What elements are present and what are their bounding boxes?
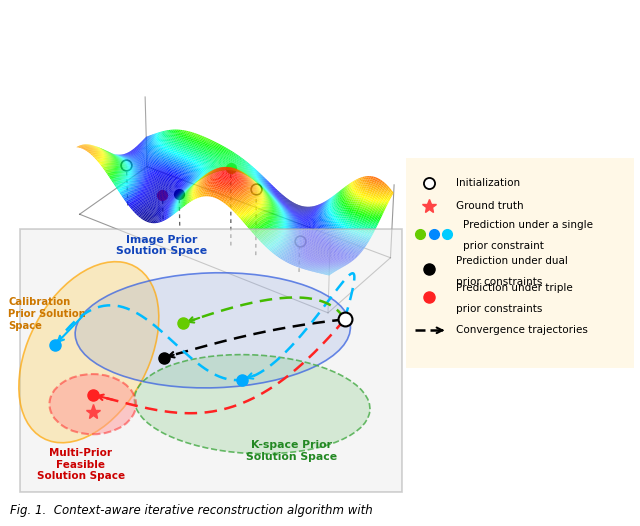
Text: Calibration
Prior Solution
Space: Calibration Prior Solution Space [8, 297, 86, 330]
Text: Image Prior
Solution Space: Image Prior Solution Space [116, 235, 207, 256]
Text: Ground truth: Ground truth [456, 201, 524, 211]
Text: K-space Prior
Solution Space: K-space Prior Solution Space [246, 440, 337, 462]
Text: Convergence trajectories: Convergence trajectories [456, 325, 588, 336]
Text: Prediction under a single: Prediction under a single [463, 220, 593, 230]
Text: Prediction under dual: Prediction under dual [456, 256, 568, 266]
Text: Fig. 1.  Context-aware iterative reconstruction algorithm with: Fig. 1. Context-aware iterative reconstr… [10, 503, 372, 517]
Text: prior constraint: prior constraint [463, 241, 544, 251]
Text: prior constraints: prior constraints [456, 304, 543, 315]
Ellipse shape [75, 273, 351, 388]
Text: prior constraints: prior constraints [456, 277, 543, 287]
Text: Prediction under triple: Prediction under triple [456, 283, 573, 294]
FancyBboxPatch shape [399, 154, 638, 375]
Text: Multi-Prior
Feasible
Solution Space: Multi-Prior Feasible Solution Space [37, 448, 125, 481]
Ellipse shape [19, 261, 159, 443]
Text: Initialization: Initialization [456, 178, 520, 188]
Ellipse shape [134, 355, 370, 454]
FancyBboxPatch shape [20, 229, 402, 492]
Ellipse shape [49, 374, 136, 434]
